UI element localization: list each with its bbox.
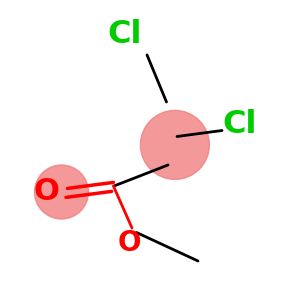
Circle shape [140, 110, 209, 179]
Text: Cl: Cl [107, 19, 142, 50]
Circle shape [34, 165, 88, 219]
Text: O: O [34, 177, 59, 206]
Text: O: O [117, 229, 141, 257]
Text: Cl: Cl [223, 109, 257, 140]
